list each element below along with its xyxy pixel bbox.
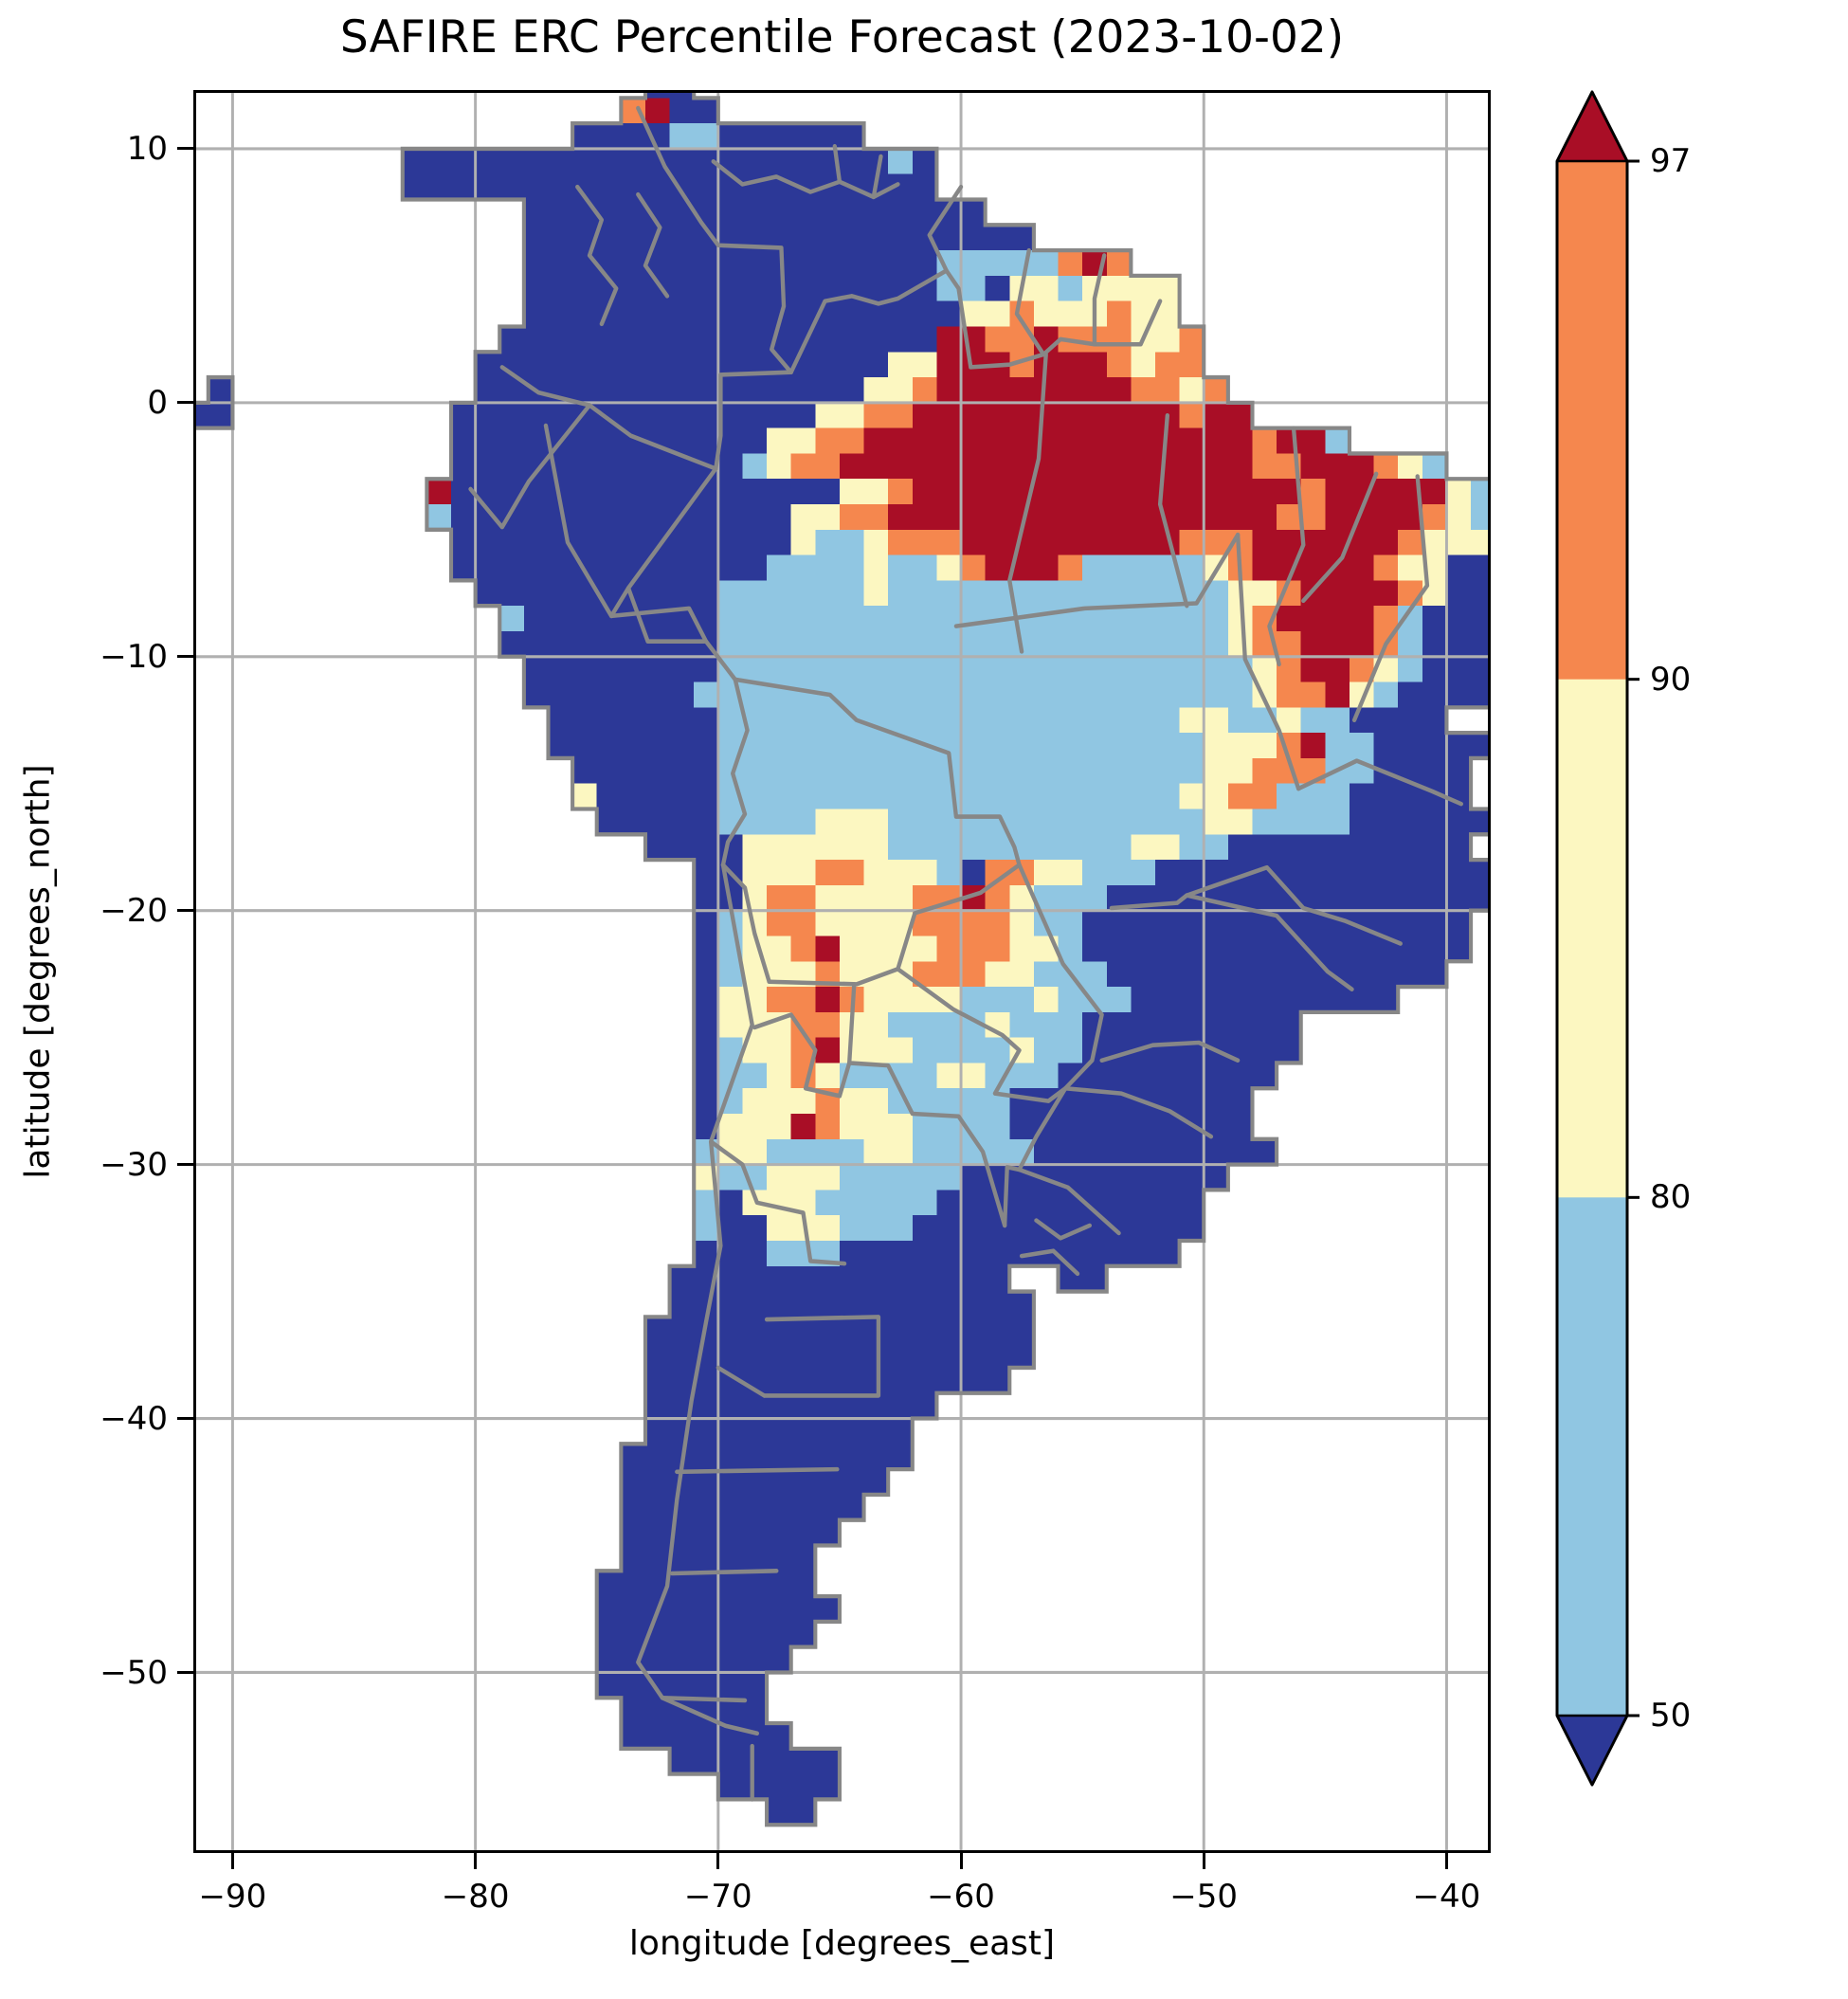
x-tick-mark — [230, 1850, 234, 1869]
x-tick-mark — [959, 1850, 963, 1869]
x-tick-mark — [474, 1850, 478, 1869]
y-tick-mark — [177, 655, 196, 659]
x-tick-label: −60 — [927, 1878, 995, 1916]
y-tick-label: −40 — [100, 1399, 168, 1438]
y-tick-mark — [177, 909, 196, 913]
y-tick-mark — [177, 401, 196, 405]
x-tick-mark — [1202, 1850, 1205, 1869]
y-tick-mark — [177, 1671, 196, 1674]
x-tick-mark — [716, 1850, 720, 1869]
x-tick-label: −40 — [1412, 1878, 1481, 1916]
y-tick-mark — [177, 1417, 196, 1420]
colorbar-tick-label: 97 — [1650, 142, 1692, 180]
colorbar-tick-label: 90 — [1650, 660, 1692, 699]
y-tick-mark — [177, 1163, 196, 1167]
y-axis-label: latitude [degrees_north] — [18, 764, 58, 1179]
x-tick-mark — [1444, 1850, 1448, 1869]
x-tick-label: −80 — [441, 1878, 510, 1916]
x-axis-label: longitude [degrees_east] — [628, 1924, 1056, 1963]
x-tick-label: −70 — [683, 1878, 752, 1916]
map-raster — [196, 93, 1488, 1850]
colorbar — [1555, 90, 1640, 1787]
x-tick-label: −90 — [198, 1878, 267, 1916]
y-tick-label: −10 — [100, 637, 168, 676]
y-tick-mark — [177, 147, 196, 151]
y-tick-label: 10 — [126, 129, 168, 168]
y-tick-label: −30 — [100, 1145, 168, 1184]
x-tick-label: −50 — [1169, 1878, 1239, 1916]
y-tick-label: −50 — [100, 1653, 168, 1692]
y-tick-label: 0 — [147, 383, 168, 422]
y-tick-label: −20 — [100, 891, 168, 930]
colorbar-tick-label: 50 — [1650, 1697, 1692, 1735]
colorbar-tick-label: 80 — [1650, 1178, 1692, 1217]
chart-title: SAFIRE ERC Percentile Forecast (2023-10-… — [339, 11, 1345, 64]
